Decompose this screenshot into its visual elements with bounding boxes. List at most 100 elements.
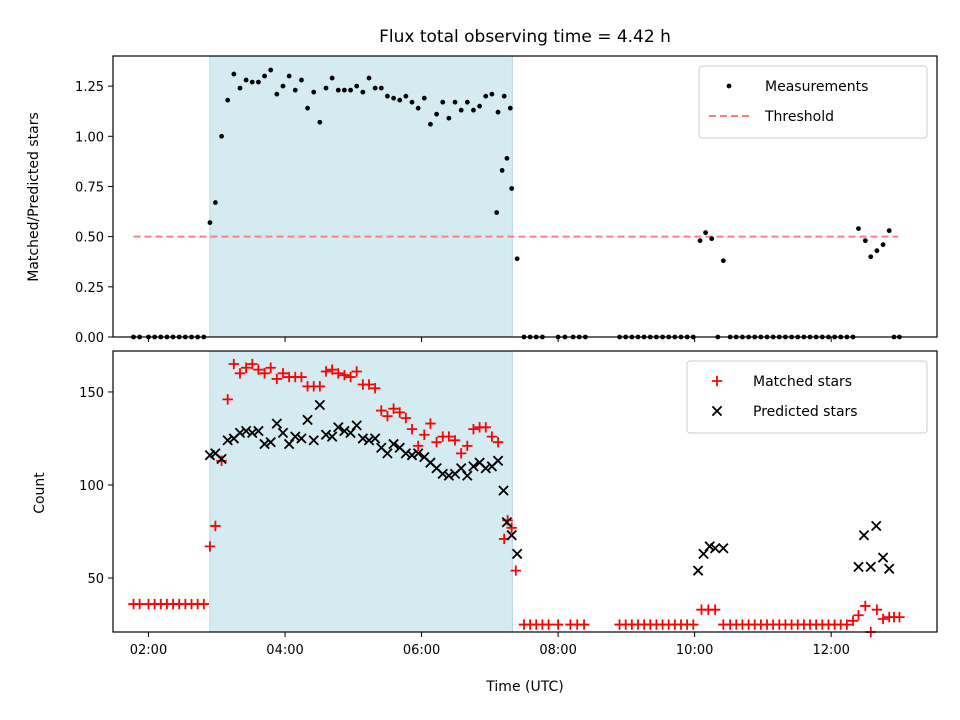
- x-axis-label: Time (UTC): [485, 679, 563, 695]
- data-point: [391, 95, 396, 101]
- data-point: [296, 371, 307, 383]
- data-point: [709, 604, 721, 615]
- data-point: [847, 615, 859, 627]
- data-point: [302, 414, 313, 426]
- data-point: [449, 435, 461, 446]
- legend-box: [686, 360, 928, 434]
- data-point: [345, 427, 356, 439]
- data-point: [259, 368, 270, 379]
- data-point: [877, 613, 889, 625]
- data-point: [492, 436, 504, 448]
- plot-frame: [112, 350, 938, 633]
- data-point: [366, 75, 372, 81]
- legend: Matched stars Predicted stars: [686, 360, 928, 434]
- ratio-panel: 0.00 0.25 0.50 0.75 1.00 1.25 Measurements Thre…: [75, 55, 938, 346]
- data-point: [216, 453, 227, 465]
- data-point: [305, 105, 310, 111]
- x-tick-label: 12:00: [812, 643, 849, 658]
- data-point: [511, 548, 523, 560]
- data-point: [455, 448, 467, 459]
- data-point: [360, 89, 366, 95]
- data-point: [234, 368, 246, 379]
- data-point: [437, 468, 448, 480]
- data-point: [326, 431, 338, 442]
- data-point: [240, 425, 252, 437]
- data-point: [501, 93, 507, 99]
- data-point: [231, 71, 237, 77]
- data-point: [871, 604, 883, 615]
- data-point: [509, 186, 515, 191]
- x-tick-label: 08:00: [539, 643, 576, 658]
- chart-title: Flux total observing time = 4.42 h: [379, 27, 671, 47]
- data-point: [234, 427, 246, 439]
- data-point: [440, 99, 446, 105]
- plot-frame: [112, 55, 938, 338]
- legend-marker: [711, 375, 723, 387]
- data-point: [446, 115, 452, 121]
- data-point: [378, 85, 384, 91]
- y-tick-label: 0.00: [75, 331, 104, 346]
- data-point: [247, 427, 258, 439]
- data-point: [501, 516, 513, 528]
- y-tick-label: 0.25: [75, 281, 104, 296]
- x-tick-label: 06:00: [403, 643, 440, 658]
- data-point: [480, 422, 491, 433]
- data-point: [412, 440, 424, 452]
- data-point: [339, 369, 350, 381]
- data-point: [871, 520, 882, 532]
- data-point: [265, 436, 276, 448]
- legend-marker: [726, 83, 732, 89]
- data-point: [317, 119, 323, 125]
- data-point: [489, 91, 495, 97]
- data-point: [292, 87, 298, 93]
- data-point: [247, 358, 258, 370]
- data-point: [314, 381, 326, 392]
- data-point: [514, 256, 520, 262]
- x-tick-label: 10:00: [676, 643, 713, 658]
- data-point: [853, 561, 864, 573]
- data-point: [388, 403, 399, 414]
- data-point: [697, 238, 703, 244]
- data-point: [240, 362, 252, 373]
- data-point: [894, 611, 905, 623]
- data-point: [698, 548, 709, 560]
- data-point: [858, 529, 870, 541]
- data-point: [228, 358, 240, 370]
- series-matched-stars: [128, 358, 905, 638]
- data-point: [333, 368, 344, 379]
- data-point: [249, 79, 255, 85]
- legend-label: Predicted stars: [753, 404, 858, 420]
- data-point: [406, 449, 418, 461]
- data-point: [388, 438, 399, 450]
- data-point: [856, 226, 861, 232]
- data-point: [253, 364, 264, 375]
- x-tick-label: 02:00: [130, 643, 167, 658]
- data-point: [841, 619, 853, 630]
- data-point: [504, 155, 510, 161]
- data-point: [428, 121, 433, 127]
- data-point: [385, 93, 390, 99]
- data-point: [351, 420, 362, 431]
- data-point: [425, 418, 436, 429]
- data-point: [286, 73, 292, 79]
- data-point: [486, 431, 498, 442]
- data-point: [335, 87, 341, 93]
- data-point: [688, 619, 699, 630]
- data-point: [431, 436, 442, 448]
- data-point: [720, 258, 726, 264]
- data-point: [296, 433, 307, 444]
- data-point: [369, 383, 381, 394]
- y-tick-label: 1.00: [75, 130, 104, 145]
- data-point: [216, 455, 227, 466]
- data-point: [290, 431, 301, 442]
- data-point: [462, 470, 473, 481]
- legend-marker: [711, 405, 723, 417]
- x-tick-label: 04:00: [266, 643, 303, 658]
- data-point: [464, 99, 470, 105]
- data-point: [243, 77, 249, 83]
- data-point: [225, 97, 231, 103]
- data-point: [400, 412, 412, 424]
- data-point: [271, 373, 283, 385]
- data-point: [471, 107, 476, 113]
